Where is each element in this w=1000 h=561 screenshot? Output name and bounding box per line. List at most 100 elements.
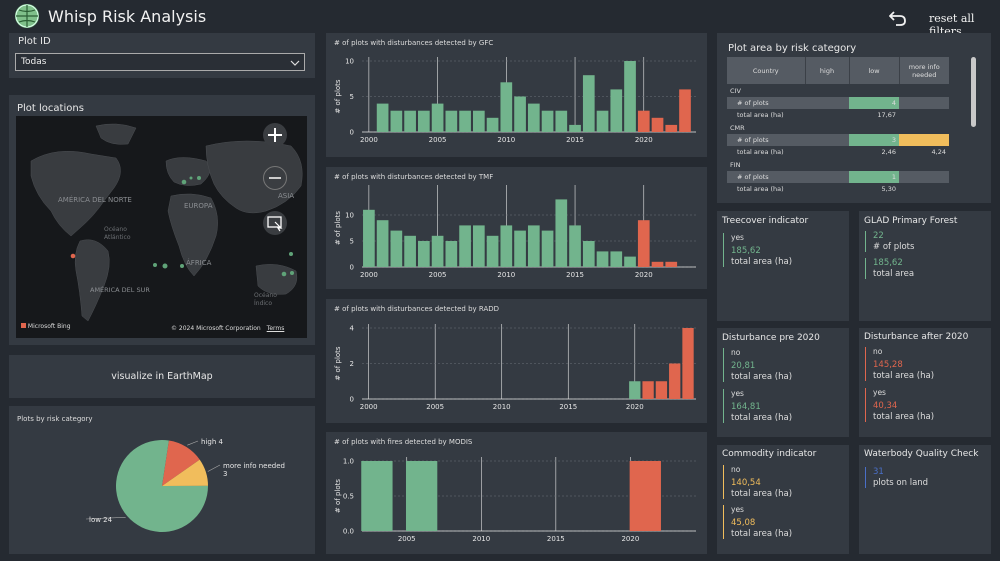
x-tick-label: 2015: [566, 136, 584, 144]
bar: [651, 261, 664, 267]
y-axis-label: # of plots: [334, 79, 342, 113]
y-tick-label: 0.5: [343, 493, 354, 501]
row-label: # of plots: [737, 136, 769, 144]
bing-logo: Microsoft Bing: [21, 323, 71, 330]
header-low[interactable]: low: [848, 57, 899, 84]
bar: [629, 461, 661, 531]
dist-after-yes: yes 40,34 total area (ha): [865, 388, 934, 422]
bar: [679, 89, 691, 132]
bar: [431, 103, 444, 132]
map-label-africa: ÁFRICA: [186, 259, 212, 267]
page-title: Whisp Risk Analysis: [48, 7, 207, 26]
pie-label: 3: [223, 470, 227, 478]
bar: [472, 225, 485, 267]
bar: [459, 225, 471, 267]
risk-table-scrollbar[interactable]: [971, 57, 976, 127]
app-logo: [15, 4, 39, 28]
cell-plots-low: 3: [849, 134, 899, 146]
zoom-in-button[interactable]: [263, 123, 287, 147]
table-row: # of plots 3: [727, 134, 949, 146]
bar: [486, 117, 499, 132]
waterbody-value: 31 plots on land: [865, 467, 928, 488]
bar: [569, 225, 581, 267]
bar: [651, 117, 664, 132]
bar: [527, 103, 540, 132]
bar: [527, 225, 540, 267]
waterbody-sub: plots on land: [873, 478, 929, 488]
bar: [637, 110, 650, 132]
x-tick-label: 2005: [429, 136, 447, 144]
plot-id-label: Plot ID: [18, 36, 51, 47]
plot-id-dropdown[interactable]: Todas: [15, 53, 305, 71]
row-label: total area (ha): [737, 185, 784, 193]
risk-table-panel: Plot area by risk category Country high …: [717, 33, 991, 203]
glad-card: GLAD Primary Forest 22 # of plots 185,62…: [859, 211, 991, 321]
treecover-yes: yes 185,62 total area (ha): [723, 233, 792, 267]
plot-id-selected: Todas: [21, 57, 47, 67]
header-high[interactable]: high: [804, 57, 849, 84]
undo-arrow-icon[interactable]: [889, 9, 907, 27]
header-more-info[interactable]: more info needed: [898, 57, 949, 84]
chevron-down-icon: [290, 60, 300, 66]
bar: [582, 75, 595, 132]
zoom-out-button[interactable]: [263, 166, 287, 190]
glad-area-value: 185,62: [873, 258, 903, 268]
risk-table-header: Country high low more info needed: [727, 57, 949, 84]
dist-after-card: Disturbance after 2020 no 145,28 total a…: [859, 328, 991, 437]
bar: [642, 381, 654, 399]
earthmap-button[interactable]: visualize in EarthMap: [9, 355, 315, 398]
commodity-title: Commodity indicator: [722, 449, 817, 459]
bar: [665, 124, 678, 132]
dist-after-no-value: 145,28: [873, 360, 903, 370]
x-tick-label: 2020: [635, 136, 653, 144]
y-tick-label: 0: [350, 129, 354, 137]
pie-label: more info needed: [223, 462, 285, 470]
x-tick-label: 2020: [635, 271, 653, 279]
bar: [596, 110, 609, 132]
y-axis-label: # of plots: [334, 211, 342, 245]
table-row: CIV: [727, 84, 949, 97]
dist-pre-yes-sub: total area (ha): [731, 413, 793, 423]
bar: [376, 103, 389, 132]
glad-area: 185,62 total area: [865, 258, 914, 279]
x-tick-label: 2020: [621, 535, 639, 543]
dist-pre-yes-label: yes: [731, 389, 744, 398]
cell-area-low: 2,46: [881, 148, 896, 156]
x-tick-label: 2005: [429, 271, 447, 279]
map-label-south-america: AMÉRICA DEL SUR: [90, 286, 150, 294]
x-tick-label: 2020: [626, 403, 644, 411]
select-area-icon: [267, 216, 283, 232]
country-name: CIV: [730, 86, 741, 95]
modis-chart-title: # of plots with fires detected by MODIS: [334, 438, 473, 446]
risk-table: Country high low more info needed CIV # …: [727, 57, 949, 195]
y-tick-label: 4: [350, 325, 355, 333]
cell-plots-low: 1: [849, 171, 899, 183]
table-row: # of plots 1: [727, 171, 949, 183]
map-canvas[interactable]: AMÉRICA DEL NORTE Océano Atlántico EUROP…: [16, 116, 307, 338]
y-axis-label: # of plots: [334, 346, 342, 380]
header-country[interactable]: Country: [752, 66, 779, 75]
select-area-button[interactable]: [263, 211, 287, 235]
dist-after-title: Disturbance after 2020: [864, 332, 969, 342]
table-row: total area (ha) 5,30: [727, 183, 949, 195]
bar: [431, 235, 444, 267]
globe-grid-icon: [15, 4, 39, 28]
risk-table-scroll[interactable]: Country high low more info needed CIV # …: [727, 57, 949, 197]
commodity-yes: yes 45,08 total area (ha): [723, 505, 792, 539]
x-tick-label: 2015: [547, 535, 565, 543]
terms-link[interactable]: Terms: [266, 325, 285, 332]
y-axis-label: # of plots: [334, 479, 342, 513]
bar: [610, 251, 623, 267]
commodity-card: Commodity indicator no 140,54 total area…: [717, 445, 849, 554]
bing-label: Microsoft Bing: [27, 323, 71, 330]
tmf-chart-title: # of plots with disturbances detected by…: [334, 173, 494, 181]
y-tick-label: 5: [350, 93, 354, 101]
dist-after-yes-value: 40,34: [873, 401, 898, 411]
dist-after-no-label: no: [873, 347, 883, 356]
pie-leader-line: [85, 517, 126, 520]
map-attribution: © 2024 Microsoft Corporation Terms: [171, 325, 284, 332]
x-tick-label: 2000: [360, 136, 378, 144]
y-tick-label: 5: [350, 238, 354, 246]
y-tick-label: 0.0: [343, 528, 354, 536]
